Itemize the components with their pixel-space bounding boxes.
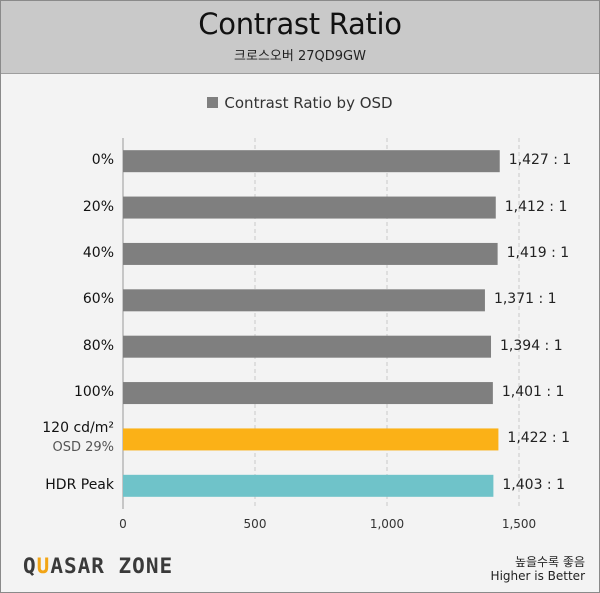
bar — [123, 474, 494, 497]
value-label: 1,412 : 1 — [504, 198, 568, 215]
category-label: 0% — [91, 152, 114, 169]
x-tick-label: 0 — [119, 517, 127, 531]
value-label: 1,419 : 1 — [506, 244, 570, 261]
category-label: 120 cd/m² — [42, 420, 114, 437]
value-label: 1,371 : 1 — [493, 291, 557, 308]
category-label: 60% — [82, 291, 114, 308]
category-label: 80% — [82, 337, 114, 354]
value-label: 1,394 : 1 — [500, 337, 563, 354]
category-sublabel: OSD 29% — [52, 440, 114, 456]
chart-title: Contrast Ratio — [198, 7, 402, 41]
value-label: 1,403 : 1 — [502, 476, 565, 493]
category-label: 40% — [82, 244, 114, 261]
bar — [123, 335, 492, 358]
category-label: 100% — [73, 384, 114, 401]
x-tick-label: 1,000 — [369, 517, 405, 531]
bar — [123, 242, 498, 265]
legend-label: Contrast Ratio by OSD — [224, 94, 393, 112]
category-label: 20% — [82, 198, 114, 215]
footer-note-en: Higher is Better — [490, 569, 585, 583]
bar — [123, 289, 485, 312]
brand-logo: QUASAR ZONE — [23, 554, 174, 578]
chart-legend: Contrast Ratio by OSD — [1, 94, 599, 112]
bar — [123, 196, 496, 219]
value-label: 1,427 : 1 — [508, 152, 572, 169]
x-tick-label: 1,500 — [501, 517, 537, 531]
bar — [123, 382, 493, 405]
value-label: 1,401 : 1 — [501, 384, 565, 401]
legend-swatch — [207, 97, 219, 108]
bar — [123, 150, 500, 173]
footer-note-ko: 높을수록 좋음 — [514, 555, 585, 569]
bar — [123, 428, 499, 451]
chart-subtitle: 크로스오버 27QD9GW — [234, 49, 366, 64]
value-label: 1,422 : 1 — [507, 430, 571, 447]
category-label: HDR Peak — [45, 476, 114, 493]
x-tick-label: 500 — [243, 517, 267, 531]
chart-header: Contrast Ratio 크로스오버 27QD9GW — [1, 1, 599, 74]
